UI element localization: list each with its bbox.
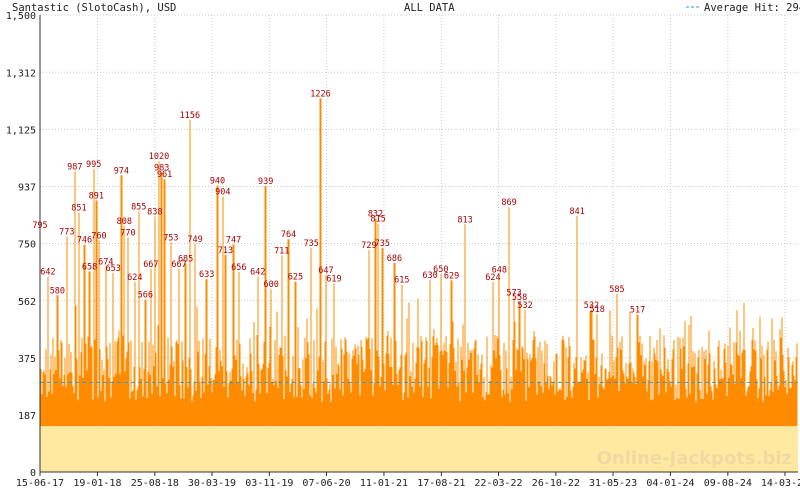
peak-value-label: 532 (584, 301, 599, 311)
peak-value-label: 808 (117, 217, 132, 227)
peak-value-label: 869 (501, 198, 516, 208)
x-tick-label: 15-06-17 (16, 478, 64, 489)
x-tick-label: 11-01-21 (360, 478, 408, 489)
peak-value-label: 1226 (310, 89, 330, 99)
peak-value-label: 773 (59, 227, 74, 237)
peak-value-label: 625 (288, 273, 303, 283)
peak-value-label: 573 (506, 288, 521, 298)
peak-value-label: 532 (517, 301, 532, 311)
peak-value-label: 961 (157, 170, 172, 180)
peak-value-label: 685 (178, 254, 193, 264)
peak-value-label: 624 (127, 273, 142, 283)
peak-value-label: 600 (264, 280, 279, 290)
peak-value-label: 642 (40, 267, 55, 277)
x-tick-label: 26-10-22 (532, 478, 580, 489)
peak-value-label: 667 (143, 260, 158, 270)
peak-value-label: 517 (630, 305, 645, 315)
y-tick-label: 1,312 (6, 68, 36, 79)
peak-value-label: 813 (457, 215, 472, 225)
peak-value-label: 851 (71, 204, 86, 214)
peak-value-label: 713 (218, 246, 233, 256)
peak-value-label: 904 (215, 188, 230, 198)
peak-value-label: 658 (82, 263, 97, 273)
peak-value-label: 735 (304, 239, 319, 249)
peak-value-label: 647 (318, 266, 333, 276)
peak-value-label: 630 (422, 271, 437, 281)
watermark: Online-Jackpots.biz (597, 448, 792, 469)
peak-value-label: 770 (120, 228, 135, 238)
peak-value-label: 838 (147, 208, 162, 218)
peak-value-label: 674 (98, 258, 113, 268)
x-tick-label: 17-08-21 (417, 478, 465, 489)
legend-average-label: Average Hit: 294 (704, 2, 800, 14)
peak-value-label: 746 (77, 236, 92, 246)
y-tick-label: 375 (18, 354, 36, 365)
peak-value-label: 648 (492, 266, 507, 276)
peak-value-label: 795 (32, 221, 47, 231)
peak-value-label: 983 (154, 164, 169, 174)
y-tick-label: 562 (18, 297, 36, 308)
peak-value-label: 615 (394, 276, 409, 286)
peak-value-label: 749 (187, 235, 202, 245)
x-tick-label: 19-01-18 (73, 478, 121, 489)
y-tick-label: 1,125 (6, 125, 36, 136)
bars-layer (40, 98, 798, 472)
y-tick-label: 0 (30, 468, 36, 479)
peak-value-label: 747 (226, 235, 241, 245)
peak-value-label: 580 (50, 286, 65, 296)
peak-value-label: 760 (91, 231, 106, 241)
x-tick-label: 31-05-23 (589, 478, 637, 489)
peak-value-label: 735 (375, 239, 390, 249)
peak-value-label: 650 (433, 265, 448, 275)
x-tick-label: 30-03-19 (188, 478, 236, 489)
peak-value-label: 753 (163, 234, 178, 244)
peak-value-label: 558 (512, 293, 527, 303)
peak-value-label: 518 (590, 305, 605, 315)
x-tick-label: 04-01-24 (646, 478, 694, 489)
x-tick-label: 22-03-22 (474, 478, 522, 489)
baseline-band (40, 426, 798, 472)
x-tick-label: 03-11-19 (245, 478, 293, 489)
peak-value-label: 815 (370, 215, 385, 225)
peak-value-label: 566 (138, 291, 153, 301)
peak-value-label: 667 (171, 260, 186, 270)
y-tick-label: 1,500 (6, 11, 36, 22)
peak-value-label: 855 (131, 203, 146, 213)
peak-value-label: 891 (89, 192, 104, 202)
peak-value-label: 995 (86, 160, 101, 170)
peak-value-label: 624 (485, 273, 500, 283)
peak-value-label: 729 (361, 241, 376, 251)
peak-value-label: 832 (368, 210, 383, 220)
peak-value-label: 633 (199, 270, 214, 280)
peak-value-label: 974 (114, 166, 129, 176)
peak-value-label: 939 (258, 177, 273, 187)
peak-value-label: 711 (274, 246, 289, 256)
peak-value-label: 841 (570, 207, 585, 217)
range-label: ALL DATA (404, 2, 455, 14)
x-tick-label: 09-08-24 (704, 478, 752, 489)
peak-value-label: 642 (250, 267, 265, 277)
y-tick-label: 750 (18, 240, 36, 251)
x-tick-label: 07-06-20 (302, 478, 350, 489)
peak-value-label: 987 (67, 162, 82, 172)
peak-value-label: 619 (326, 274, 341, 284)
peak-value-label: 629 (444, 271, 459, 281)
peak-value-label: 656 (231, 263, 246, 273)
y-tick-label: 187 (18, 411, 36, 422)
peak-value-label: 940 (210, 177, 225, 187)
chart-title: Santastic (SlotoCash), USD (12, 2, 176, 14)
peak-value-label: 1020 (149, 152, 169, 162)
peak-value-label: 764 (281, 230, 296, 240)
peak-value-label: 585 (609, 285, 624, 295)
x-tick-label: 14-03-25 (761, 478, 800, 489)
peak-value-label: 653 (106, 264, 121, 274)
peak-value-label: 1156 (180, 111, 200, 121)
y-tick-label: 937 (18, 183, 36, 194)
x-tick-label: 25-08-18 (131, 478, 179, 489)
peak-value-label: 686 (387, 254, 402, 264)
axis-layer: 0 187 375 562 750 937 1,125 1,312 1,500 15-06-17 1… (6, 11, 800, 489)
